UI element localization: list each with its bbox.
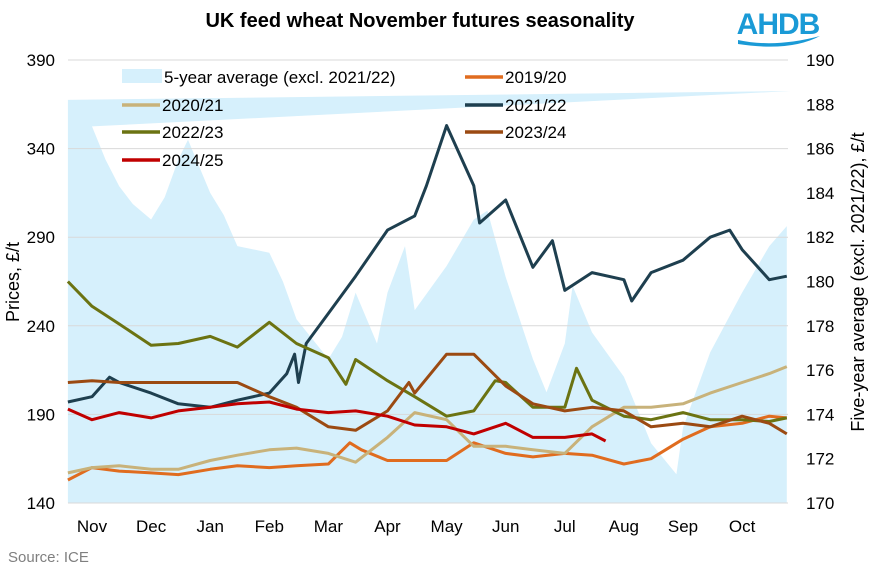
y-tick-label: 390 bbox=[27, 51, 55, 70]
legend-label: 2022/23 bbox=[162, 123, 223, 142]
y2-axis-label: Five-year average (excl. 2021/22), £/t bbox=[848, 132, 868, 431]
y-tick-label: 290 bbox=[27, 228, 55, 247]
y2-tick-label: 190 bbox=[806, 51, 834, 70]
y-tick-label: 190 bbox=[27, 405, 55, 424]
y2-tick-label: 188 bbox=[806, 95, 834, 114]
x-tick-label: Jan bbox=[196, 517, 223, 536]
y-tick-label: 240 bbox=[27, 317, 55, 336]
series-line-2022-23 bbox=[66, 280, 788, 423]
series-line-2020-21 bbox=[67, 365, 788, 475]
y-tick-label: 340 bbox=[27, 140, 55, 159]
legend-swatch-area bbox=[122, 69, 162, 83]
x-tick-label: Sep bbox=[668, 517, 698, 536]
y-axis-label: Prices, £/t bbox=[3, 242, 23, 322]
logo-text: AHDB bbox=[737, 8, 820, 41]
series-line-2021-22 bbox=[67, 124, 788, 409]
five-year-average-area bbox=[67, 91, 791, 503]
y2-tick-label: 170 bbox=[806, 494, 834, 513]
y2-tick-label: 184 bbox=[806, 184, 834, 203]
legend-label: 2019/20 bbox=[505, 68, 566, 87]
legend-label: 2024/25 bbox=[162, 151, 223, 170]
x-tick-label: Aug bbox=[609, 517, 639, 536]
legend-label: 2023/24 bbox=[505, 123, 566, 142]
y2-tick-label: 180 bbox=[806, 273, 834, 292]
y2-tick-label: 174 bbox=[806, 405, 834, 424]
y2-tick-label: 172 bbox=[806, 450, 834, 469]
x-tick-label: Nov bbox=[77, 517, 108, 536]
series-line-2024-25 bbox=[67, 400, 607, 443]
logo-wave-icon bbox=[738, 36, 820, 47]
y2-tick-label: 178 bbox=[806, 317, 834, 336]
legend-label: 2020/21 bbox=[162, 96, 223, 115]
legend-label: 5-year average (excl. 2021/22) bbox=[164, 68, 396, 87]
ahdb-logo: AHDB bbox=[737, 8, 821, 47]
x-tick-label: Mar bbox=[314, 517, 344, 536]
x-tick-label: Feb bbox=[255, 517, 284, 536]
legend-label: 2021/22 bbox=[505, 96, 566, 115]
x-tick-label: Jun bbox=[492, 517, 519, 536]
x-tick-label: Jul bbox=[554, 517, 576, 536]
series-line-2023-24 bbox=[67, 352, 788, 436]
source-note: Source: ICE bbox=[8, 549, 89, 566]
y2-tick-label: 186 bbox=[806, 140, 834, 159]
x-tick-label: May bbox=[431, 517, 464, 536]
plot-area: 140 190 240 290 340 390 170 172 174 176 178 180 182 1… bbox=[27, 51, 835, 536]
chart-title: UK feed wheat November futures seasonali… bbox=[205, 10, 635, 32]
legend: 5-year average (excl. 2021/22) 2019/20 202… bbox=[122, 68, 566, 170]
x-tick-label: Oct bbox=[729, 517, 756, 536]
x-tick-label: Apr bbox=[374, 517, 401, 536]
x-tick-label: Dec bbox=[136, 517, 167, 536]
y2-tick-label: 182 bbox=[806, 228, 834, 247]
y2-tick-label: 176 bbox=[806, 361, 834, 380]
y-tick-label: 140 bbox=[27, 494, 55, 513]
series-line-2019-20 bbox=[67, 414, 787, 482]
